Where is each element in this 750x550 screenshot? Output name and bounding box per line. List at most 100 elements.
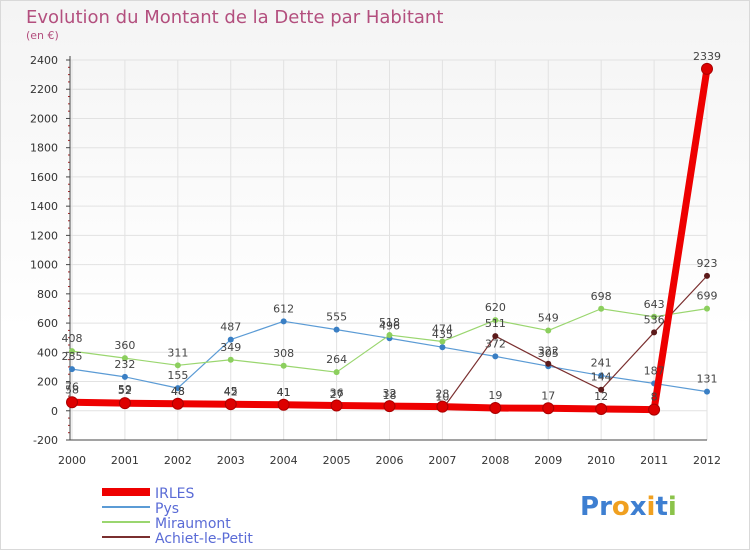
data-point xyxy=(333,326,340,333)
data-label: 131 xyxy=(697,373,718,386)
data-label: 232 xyxy=(114,358,135,371)
legend-label: Achiet-le-Petit xyxy=(155,531,253,547)
data-point xyxy=(224,398,237,411)
data-label: 372 xyxy=(485,337,506,350)
y-tick-label: 0 xyxy=(51,405,58,418)
data-point xyxy=(545,360,552,367)
data-point xyxy=(227,336,234,343)
logo-letter: r xyxy=(599,492,612,522)
y-tick-label: 2200 xyxy=(30,83,58,96)
x-tick-label: 2000 xyxy=(58,454,86,467)
y-tick-label: 1800 xyxy=(30,142,58,155)
data-label: 349 xyxy=(220,341,241,354)
series-lines xyxy=(66,62,713,416)
y-tick-label: -200 xyxy=(33,434,58,447)
x-tick-label: 2002 xyxy=(164,454,192,467)
x-tick-label: 2004 xyxy=(270,454,298,467)
data-point xyxy=(280,318,287,325)
data-label: 45 xyxy=(224,385,238,398)
proxiti-logo: Proxiti xyxy=(580,492,677,522)
x-tick-label: 2011 xyxy=(640,454,668,467)
logo-letter: o xyxy=(612,492,630,522)
data-label: 305 xyxy=(538,347,559,360)
data-label: 408 xyxy=(62,332,83,345)
data-label: 474 xyxy=(432,322,453,335)
data-point xyxy=(436,400,449,413)
data-point xyxy=(330,399,343,412)
data-label: 41 xyxy=(277,386,291,399)
data-label: 76 xyxy=(65,381,79,394)
data-label: 42 xyxy=(224,386,238,399)
y-tick-label: 1200 xyxy=(30,229,58,242)
logo-letter: i xyxy=(647,492,656,522)
data-label: 144 xyxy=(591,371,612,384)
data-point xyxy=(598,372,605,379)
data-label: 496 xyxy=(379,319,400,332)
data-point xyxy=(651,313,658,320)
data-point xyxy=(118,397,131,410)
x-tick-label: 2005 xyxy=(323,454,351,467)
data-label: 487 xyxy=(220,321,241,334)
x-tick-label: 2009 xyxy=(534,454,562,467)
data-point xyxy=(545,327,552,334)
data-point xyxy=(121,373,128,380)
y-tick-label: 800 xyxy=(37,288,58,301)
data-point xyxy=(542,402,555,415)
data-label: 8 xyxy=(651,391,658,404)
data-point xyxy=(227,356,234,363)
data-point xyxy=(648,403,661,416)
data-label: 308 xyxy=(273,347,294,360)
data-label: 58 xyxy=(65,383,79,396)
logo-letter: i xyxy=(668,492,677,522)
legend-label: Miraumont xyxy=(155,516,231,532)
legend-label: IRLES xyxy=(155,486,195,502)
data-label: 698 xyxy=(591,290,612,303)
data-point xyxy=(280,362,287,369)
data-point xyxy=(69,348,75,355)
data-label: 48 xyxy=(171,385,185,398)
x-tick-label: 2010 xyxy=(587,454,615,467)
logo-letter: P xyxy=(580,492,599,522)
data-point xyxy=(121,355,128,362)
data-label: 360 xyxy=(114,339,135,352)
data-point xyxy=(651,329,658,336)
data-point xyxy=(704,388,710,395)
data-label: 518 xyxy=(379,316,400,329)
data-label: 155 xyxy=(167,369,188,382)
data-label: 36 xyxy=(330,387,344,400)
data-label: 311 xyxy=(167,346,188,359)
y-tick-label: 2000 xyxy=(30,112,58,125)
x-tick-label: 2001 xyxy=(111,454,139,467)
y-tick-label: 1600 xyxy=(30,171,58,184)
y-tick-label: 600 xyxy=(37,317,58,330)
data-point xyxy=(598,305,605,312)
data-label: 923 xyxy=(697,257,718,270)
data-label: 555 xyxy=(326,311,347,324)
data-point xyxy=(489,401,502,414)
data-label: 699 xyxy=(697,290,718,303)
data-point xyxy=(439,338,446,345)
data-point xyxy=(492,317,499,324)
data-point xyxy=(492,353,499,360)
data-point xyxy=(171,397,184,410)
data-label: 536 xyxy=(644,313,665,326)
y-tick-label: 200 xyxy=(37,376,58,389)
data-label: 10 xyxy=(435,390,449,403)
data-point xyxy=(598,386,605,393)
axes: -200 0 200 400 600 800 1000 1200 1400 1600 1800 200… xyxy=(30,54,721,467)
data-point xyxy=(704,272,710,279)
data-label: 52 xyxy=(118,384,132,397)
data-label: 27 xyxy=(330,388,344,401)
data-label: 264 xyxy=(326,353,347,366)
data-label: 620 xyxy=(485,301,506,314)
x-tick-label: 2007 xyxy=(428,454,456,467)
data-label: 187 xyxy=(644,364,665,377)
y-tick-label: 1400 xyxy=(30,200,58,213)
data-labels: 2852321554876125554964353723052411871314… xyxy=(62,50,722,404)
y-tick-label: 400 xyxy=(37,346,58,359)
chart-subtitle: (en €) xyxy=(26,29,59,42)
data-label: 12 xyxy=(594,390,608,403)
data-label: 435 xyxy=(432,328,453,341)
